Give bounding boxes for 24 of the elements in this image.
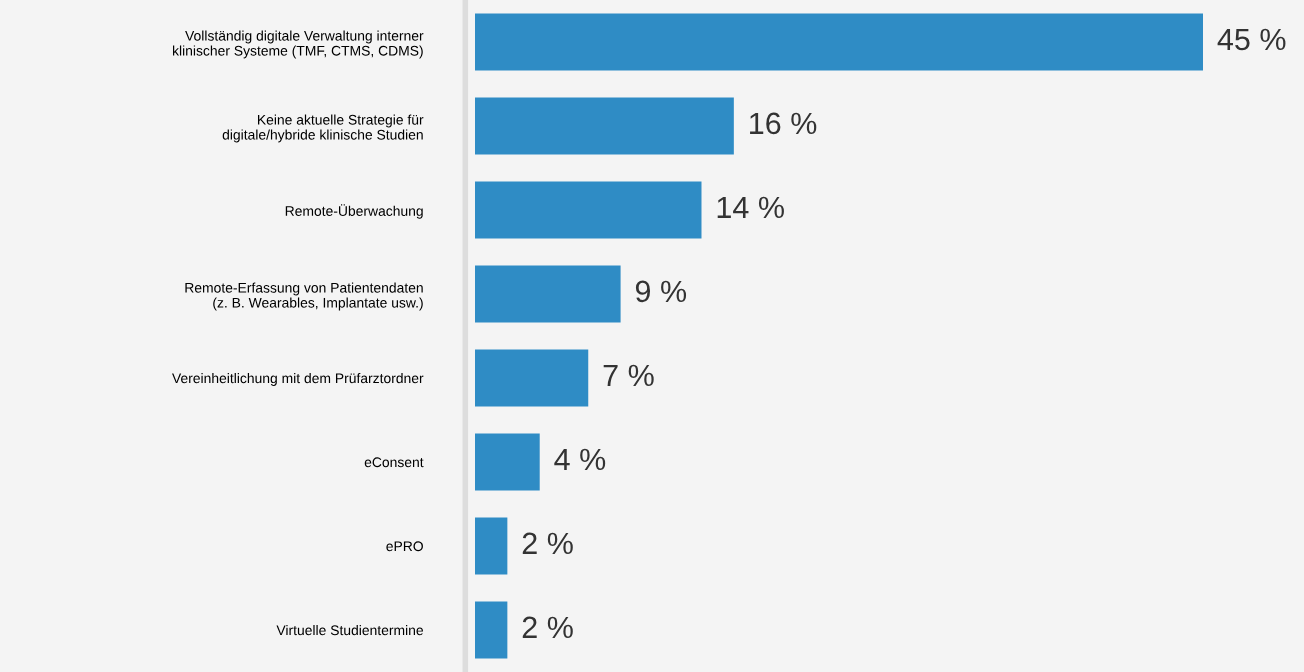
data-label: 2 % (522, 532, 573, 555)
y-tick-label: Remote-Überwachung (285, 204, 423, 219)
data-label: 2 % (522, 616, 573, 639)
y-tick-label: Vereinheitlichung mit dem Prüfarztordner (172, 372, 424, 386)
bar (475, 13, 1203, 71)
bar (475, 601, 508, 659)
data-label: 16 % (750, 112, 817, 135)
data-label: 14 % (717, 196, 784, 219)
data-label: 45 % (1217, 28, 1286, 51)
y-tick-label: Remote-Erfassung von Patientendaten (z. B. Wearables, Implantate usw.) (185, 282, 423, 311)
bar (475, 433, 540, 491)
y-tick-label: ePRO (386, 541, 423, 552)
bar (475, 181, 702, 239)
y-tick-label: eConsent (364, 457, 424, 468)
bar (475, 97, 734, 155)
data-label: 7 % (603, 364, 654, 387)
data-label: 9 % (635, 280, 687, 303)
bar (475, 517, 508, 575)
y-tick-label: Virtuelle Studientermine (276, 624, 423, 636)
data-label: 4 % (554, 448, 606, 471)
bar (475, 349, 589, 407)
bar (475, 265, 621, 323)
y-tick-label: Vollständig digitale Verwaltung interner klinischer Systeme (TMF, CTMS, CDMS) (173, 30, 424, 59)
y-tick-label: Keine aktuelle Strategie für digitale/hybride klinische Studien (222, 114, 424, 143)
